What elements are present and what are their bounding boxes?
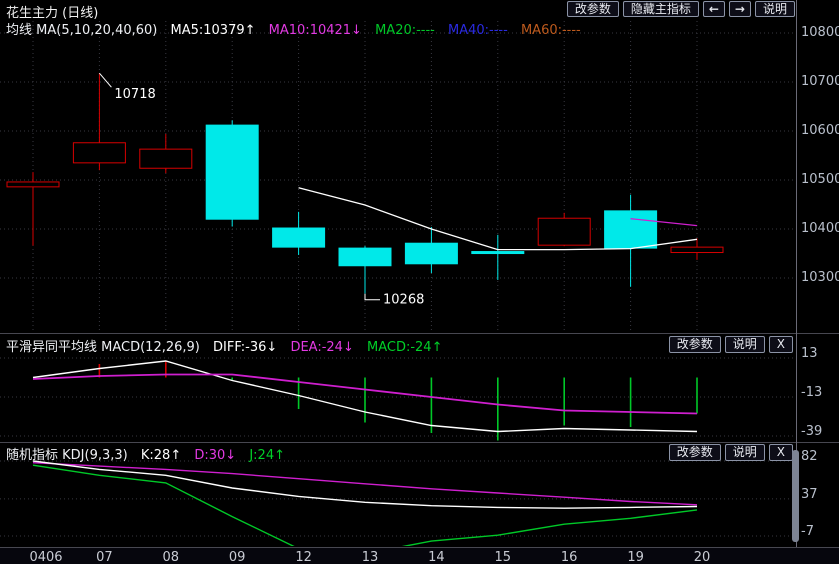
- macd-header: 平滑异同平均线 MACD(12,26,9) DIFF:-36↓ DEA:-24↓…: [0, 336, 796, 356]
- x-axis-label: 08: [162, 550, 180, 564]
- candle-body: [404, 242, 458, 265]
- change-params-button[interactable]: 改参数: [566, 1, 619, 17]
- x-axis-label: 20: [693, 550, 711, 564]
- annotation-leader: [99, 72, 112, 88]
- ma40-value: MA40:----: [448, 23, 508, 38]
- panel-separator: [0, 442, 839, 443]
- k-value: K:28↑: [140, 448, 182, 463]
- candle-body: [604, 210, 658, 249]
- ma5-value: MA5:10379↑: [170, 23, 256, 38]
- candle-body: [139, 148, 193, 169]
- x-axis-label: 0406: [29, 550, 63, 564]
- y-axis-label: 10600: [801, 123, 839, 138]
- candle: [537, 212, 591, 247]
- x-axis-date-row: 0406 07 08 09 12 13 14 15 16 19 20: [0, 548, 839, 564]
- kdj-buttons: 改参数 说明 X: [668, 444, 793, 461]
- candle-body: [537, 217, 591, 246]
- d-value: D:30↓: [194, 448, 237, 463]
- help-button[interactable]: 说明: [754, 1, 795, 17]
- ma20-value: MA20:----: [375, 23, 435, 38]
- annotation-leader: [364, 293, 380, 301]
- diff-line: [32, 360, 698, 433]
- macd-change-params-button[interactable]: 改参数: [668, 336, 721, 353]
- candle-body: [205, 124, 259, 220]
- right-arrow-button[interactable]: →: [728, 1, 751, 17]
- k-line: [32, 460, 698, 509]
- candle-body: [6, 181, 60, 188]
- kdj-chart[interactable]: [0, 443, 796, 546]
- candle: [404, 227, 458, 274]
- kdj-help-button[interactable]: 说明: [724, 444, 765, 461]
- high-annotation: 10718: [114, 87, 155, 102]
- diff-value: DIFF:-36↓: [213, 340, 278, 355]
- panel-separator: [0, 547, 839, 548]
- candle-body: [72, 142, 126, 164]
- y-axis-label: 10400: [801, 221, 839, 236]
- x-axis-label: 09: [228, 550, 246, 564]
- macd-buttons: 改参数 说明 X: [668, 336, 793, 353]
- candle: [205, 120, 259, 227]
- y-axis-label: 13: [801, 346, 818, 361]
- j-value: J:24↑: [249, 448, 285, 463]
- ma10-value: MA10:10421↓: [268, 23, 362, 38]
- y-axis-label: -13: [801, 385, 823, 400]
- y-axis-label: 10700: [801, 74, 839, 89]
- candle-body: [670, 246, 724, 254]
- macd-close-button[interactable]: X: [768, 336, 793, 353]
- ma5-line: [298, 187, 698, 251]
- candle: [471, 234, 525, 280]
- j-line: [32, 464, 698, 546]
- candle: [72, 73, 126, 171]
- y-axis-label: -7: [801, 524, 814, 540]
- kdj-change-params-button[interactable]: 改参数: [668, 444, 721, 461]
- kdj-scrollbar[interactable]: [792, 450, 799, 542]
- ma60-value: MA60:----: [520, 23, 581, 38]
- kdj-header: 随机指标 KDJ(9,3,3) K:28↑ D:30↓ J:24↑: [0, 444, 796, 464]
- title-bar-buttons: 改参数 隐藏主指标 ← → 说明: [566, 1, 795, 17]
- candle-body: [338, 247, 392, 267]
- x-axis-label: 19: [627, 550, 644, 564]
- candle: [604, 194, 658, 287]
- page-title: 花生主力 (日线): [6, 6, 99, 21]
- y-axis-label: 37: [801, 486, 818, 502]
- y-axis-label: 82: [801, 449, 818, 464]
- candle-body: [471, 251, 525, 255]
- y-axis-label: 10300: [801, 270, 839, 285]
- y-axis-label: 10800: [801, 25, 839, 40]
- kdj-header-label: 随机指标 KDJ(9,3,3): [6, 448, 128, 463]
- candle: [6, 172, 60, 246]
- low-annotation: 10268: [383, 293, 424, 308]
- x-axis-label: 16: [560, 550, 578, 564]
- left-arrow-button[interactable]: ←: [702, 1, 725, 17]
- ma-indicator-header: 均线 MA(5,10,20,40,60) MA5:10379↑ MA10:104…: [0, 19, 796, 39]
- x-axis-label: 13: [361, 550, 379, 564]
- hide-main-indicator-button[interactable]: 隐藏主指标: [622, 1, 699, 17]
- kdj-close-button[interactable]: X: [768, 444, 793, 461]
- candle: [272, 211, 326, 255]
- panel-separator: [0, 333, 839, 334]
- x-axis-label: 15: [494, 550, 512, 564]
- main-candlestick-chart[interactable]: 10718 10268: [0, 18, 796, 333]
- x-axis-label: 12: [295, 550, 312, 564]
- y-axis-line: [796, 0, 797, 547]
- candle: [670, 238, 724, 260]
- candle: [338, 246, 392, 294]
- macd-help-button[interactable]: 说明: [724, 336, 765, 353]
- candle-body: [272, 227, 326, 248]
- macd-chart[interactable]: [0, 357, 796, 442]
- dea-value: DEA:-24↓: [290, 340, 354, 355]
- d-line: [32, 462, 698, 506]
- macd-header-label: 平滑异同平均线 MACD(12,26,9): [6, 340, 200, 355]
- dea-line: [32, 373, 698, 415]
- title-bar: 花生主力 (日线) 改参数 隐藏主指标 ← → 说明: [0, 0, 839, 21]
- y-axis-label: -39: [801, 424, 823, 439]
- x-axis-label: 07: [96, 550, 113, 564]
- ma10-line: [630, 218, 698, 227]
- ma-header-label: 均线 MA(5,10,20,40,60): [6, 23, 158, 38]
- macd-value: MACD:-24↑: [367, 340, 443, 355]
- candle: [139, 133, 193, 174]
- x-axis-label: 14: [428, 550, 445, 564]
- y-axis-label: 10500: [801, 172, 839, 187]
